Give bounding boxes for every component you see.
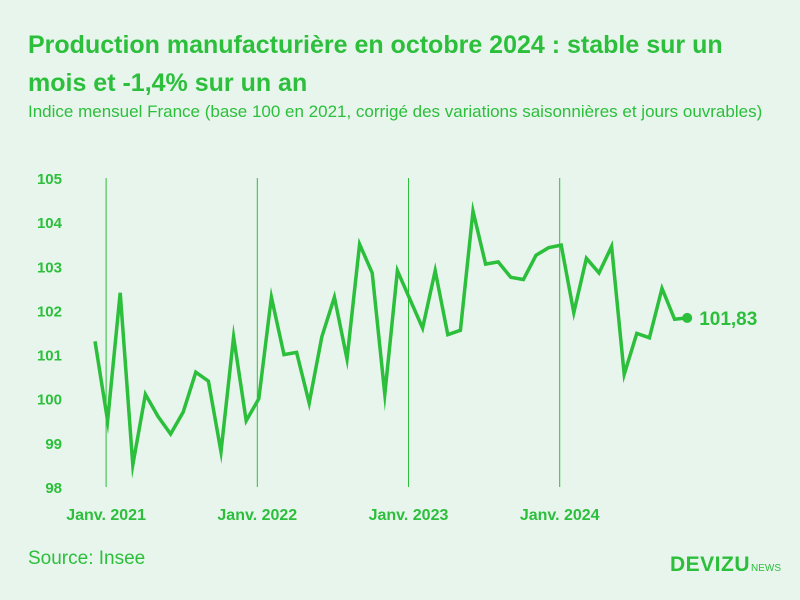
y-tick-label: 103	[37, 259, 62, 276]
end-value-label: 101,83	[699, 309, 757, 330]
source-note: Source: Insee	[28, 548, 146, 569]
series-line	[93, 200, 688, 479]
brand-name: DEVIZU	[670, 553, 751, 576]
end-point-marker	[682, 312, 693, 323]
brand-logo: DEVIZUNEWS	[670, 553, 781, 577]
chart-title: Production manufacturière en octobre 202…	[28, 31, 723, 97]
y-tick-label: 101	[37, 348, 62, 365]
brand-suffix: NEWS	[751, 563, 782, 574]
y-tick-label: 105	[37, 171, 62, 188]
x-tick-label: Janv. 2021	[66, 507, 146, 524]
x-tick-label: Janv. 2022	[217, 507, 297, 524]
x-tick-label: Janv. 2023	[369, 507, 449, 524]
y-tick-label: 98	[45, 480, 62, 497]
y-tick-label: 99	[45, 436, 62, 453]
y-tick-label: 100	[37, 392, 62, 409]
y-tick-label: 102	[37, 303, 62, 320]
chart-subtitle: Indice mensuel France (base 100 en 2021,…	[28, 102, 763, 121]
x-tick-label: Janv. 2024	[520, 507, 600, 524]
y-tick-label: 104	[37, 215, 63, 232]
